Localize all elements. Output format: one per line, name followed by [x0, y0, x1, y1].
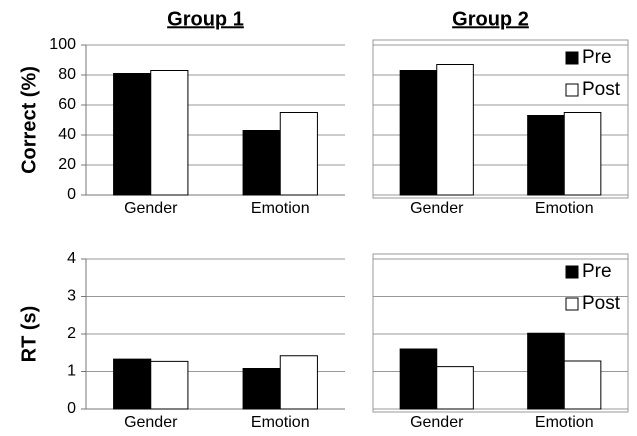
x-tick-label: Gender	[124, 414, 178, 431]
y-tick-label: 60	[58, 96, 76, 113]
y-tick-label: 3	[67, 288, 76, 305]
y-tick-label: 2	[67, 325, 76, 342]
bar	[150, 70, 189, 196]
bar	[113, 358, 152, 410]
bar	[399, 70, 438, 196]
legend-swatch	[565, 51, 579, 65]
y-tick-label: 20	[58, 156, 76, 173]
legend-label: Pre	[582, 261, 612, 282]
bar	[527, 115, 565, 196]
panel-title: Group 1	[167, 8, 244, 30]
y-axis-label: Correct (%)	[18, 66, 40, 174]
bar	[150, 360, 189, 410]
y-tick-label: 4	[67, 250, 76, 267]
plot-frame	[372, 39, 629, 199]
x-tick-label: Emotion	[535, 414, 594, 431]
bar	[527, 332, 565, 410]
legend-label: Post	[582, 293, 621, 314]
x-tick-label: Gender	[410, 200, 464, 217]
bar	[279, 355, 318, 410]
bar	[399, 348, 438, 410]
bar	[242, 130, 281, 196]
bar	[436, 64, 474, 196]
y-axis-label: RT (s)	[18, 306, 40, 363]
x-tick-label: Emotion	[535, 200, 594, 217]
y-tick-label: 1	[67, 363, 76, 380]
x-tick-label: Emotion	[251, 414, 310, 431]
x-tick-label: Gender	[124, 200, 178, 217]
legend-swatch	[565, 83, 579, 97]
y-tick-label: 40	[58, 126, 76, 143]
legend-swatch	[565, 265, 579, 279]
bar	[563, 360, 602, 410]
bar	[279, 112, 318, 196]
bar	[563, 112, 602, 196]
y-tick-label: 0	[67, 400, 76, 417]
x-tick-label: Gender	[410, 414, 464, 431]
bar	[436, 366, 474, 410]
y-tick-label: 100	[49, 36, 76, 53]
panel-title: Group 2	[452, 8, 529, 30]
legend-swatch	[565, 297, 579, 311]
bar	[242, 368, 281, 410]
legend-label: Pre	[582, 47, 612, 68]
plot-frame	[372, 253, 629, 413]
legend-label: Post	[582, 79, 621, 100]
x-tick-label: Emotion	[251, 200, 310, 217]
y-tick-label: 0	[67, 186, 76, 203]
bar	[113, 73, 152, 196]
y-tick-label: 80	[58, 66, 76, 83]
